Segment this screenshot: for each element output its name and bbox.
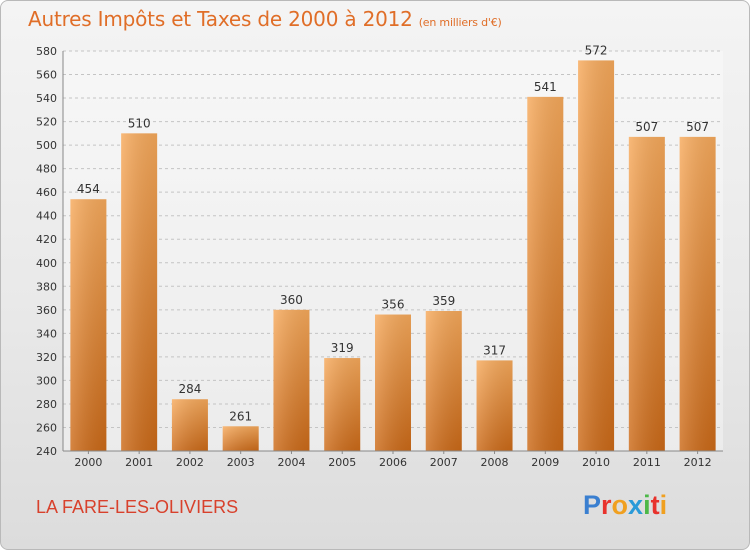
bar-value-label: 317	[483, 343, 506, 357]
logo-letter: t	[650, 490, 660, 520]
bar-shade-2011	[628, 136, 665, 451]
chart-subtitle: (en milliers d'€)	[418, 16, 502, 29]
bar-shade-2007	[425, 311, 462, 451]
bar-shade-2009	[527, 96, 564, 451]
bars: 454 510 284 261 360 319 356 359 317 541 572 507 507	[70, 43, 716, 451]
bar-value-label: 284	[178, 382, 201, 396]
logo-letter: i	[643, 490, 651, 520]
bar-shade-2002	[171, 399, 208, 451]
chart-title: Autres Impôts et Taxes de 2000 à 2012 (en…	[28, 7, 502, 31]
y-tick-label: 380	[36, 280, 57, 293]
y-tick-label: 320	[36, 351, 57, 364]
logo-letter: i	[659, 490, 668, 520]
x-tick-label: 2011	[633, 456, 661, 469]
x-tick-label: 2001	[125, 456, 153, 469]
x-tick-label: 2007	[430, 456, 458, 469]
y-tick-label: 440	[36, 210, 57, 223]
y-tick-label: 580	[36, 45, 57, 58]
bar-value-label: 507	[635, 120, 658, 134]
y-tick-label: 300	[36, 374, 57, 387]
bar-shade-2000	[70, 199, 107, 451]
bar-value-label: 359	[432, 294, 455, 308]
bar-value-label: 360	[280, 293, 303, 307]
bar-shade-2001	[121, 133, 158, 451]
logo-letter: x	[628, 490, 644, 520]
bar-shade-2006	[375, 314, 411, 451]
x-tick-label: 2002	[176, 456, 204, 469]
x-tick-label: 2008	[481, 456, 509, 469]
logo-letter: r	[601, 490, 612, 520]
y-tick-label: 240	[36, 445, 57, 458]
y-tick-label: 560	[36, 69, 57, 82]
x-tick-label: 2012	[684, 456, 712, 469]
x-axis: 2000 2001 2002 2003 2004 2005 2006 2007 2008 2009…	[63, 450, 723, 469]
y-tick-label: 520	[36, 116, 57, 129]
bar-value-label: 261	[229, 409, 252, 423]
y-tick-label: 540	[36, 92, 57, 105]
bar-value-label: 510	[128, 116, 151, 130]
y-tick-label: 280	[36, 398, 57, 411]
bar-value-label: 572	[585, 43, 608, 57]
bar-value-label: 319	[331, 341, 354, 355]
x-tick-label: 2003	[227, 456, 255, 469]
x-tick-label: 2004	[277, 456, 305, 469]
y-axis: 240 260 280 300 320 340 360 380 400 420 440 460 480 5…	[36, 45, 64, 458]
x-tick-label: 2009	[531, 456, 559, 469]
y-tick-label: 260	[36, 421, 57, 434]
bar-value-label: 541	[534, 80, 557, 94]
bar-shade-2005	[324, 358, 361, 451]
proxiti-logo: Proxiti	[583, 490, 667, 521]
bar-shade-2008	[476, 360, 513, 451]
chart-title-text: Autres Impôts et Taxes de 2000 à 2012	[28, 7, 413, 31]
y-tick-label: 360	[36, 304, 57, 317]
bar-shade-2010	[578, 60, 615, 451]
y-tick-label: 400	[36, 257, 57, 270]
y-tick-label: 420	[36, 233, 57, 246]
logo-letter: o	[611, 490, 629, 520]
y-tick-label: 340	[36, 327, 57, 340]
bar-shade-2004	[273, 309, 310, 451]
bar-value-label: 454	[77, 182, 100, 196]
commune-name: LA FARE-LES-OLIVIERS	[36, 497, 239, 517]
y-tick-label: 500	[36, 139, 57, 152]
bar-shade-2003	[222, 426, 259, 451]
x-tick-label: 2000	[74, 456, 102, 469]
bar-value-label: 507	[686, 120, 709, 134]
x-tick-label: 2006	[379, 456, 407, 469]
logo-letter: P	[583, 490, 602, 520]
x-tick-label: 2010	[582, 456, 610, 469]
x-tick-label: 2005	[328, 456, 356, 469]
y-tick-label: 460	[36, 186, 57, 199]
bar-shade-2012	[679, 136, 716, 451]
y-tick-label: 480	[36, 163, 57, 176]
bar-value-label: 356	[382, 298, 405, 312]
